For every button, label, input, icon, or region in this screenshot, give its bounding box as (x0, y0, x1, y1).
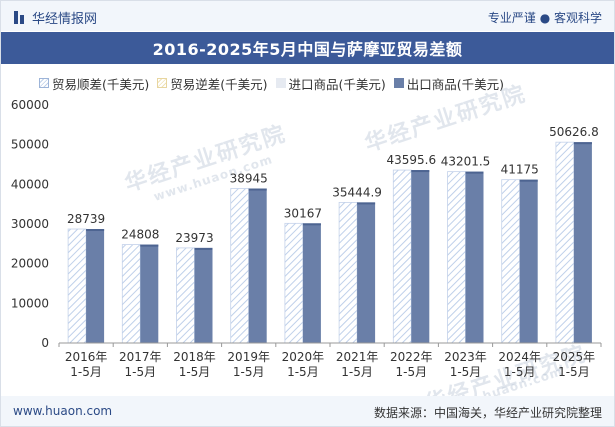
x-tick-label: 2025年 1-5月 (553, 350, 596, 379)
data-label: 50626.8 (549, 125, 599, 139)
bar-surplus (176, 247, 195, 344)
bar-export (248, 188, 267, 343)
bar-export-cap (411, 170, 430, 173)
bar-export-cap (302, 223, 321, 226)
bar-surplus (67, 228, 87, 344)
y-tick-label: 40000 (11, 177, 49, 191)
data-source: 数据来源：中国海关，华经产业研究院整理 (373, 406, 602, 420)
y-tick-label: 30000 (11, 217, 49, 231)
x-tick-label: 2018年 1-5月 (173, 350, 216, 379)
data-label: 30167 (284, 206, 322, 220)
data-label: 43201.5 (441, 155, 491, 169)
x-tick-label: 2019年 1-5月 (227, 350, 270, 379)
chart-plot: 0 10000 20000 30000 40000 50000 60000 28739 248… (11, 98, 602, 379)
bar-surplus (338, 202, 358, 344)
legend-item-export: 出口商品(千美元) (393, 74, 505, 93)
chart-title: 2016-2025年5月中国与萨摩亚贸易差额 (152, 40, 463, 59)
brand-name: 华经情报网 (32, 11, 98, 27)
legend-swatch-export (393, 78, 404, 88)
bar-export-cap (248, 188, 267, 191)
bar-export-cap (573, 142, 592, 145)
bar-export (302, 223, 321, 343)
bar-export (86, 229, 105, 343)
x-tick-label: 2020年 1-5月 (282, 350, 325, 379)
header-bar: 华经情报网 专业严谨 ● 客观科学 (1, 1, 614, 31)
tagline: 专业严谨 ● 客观科学 (487, 11, 602, 25)
legend-swatch-surplus (39, 78, 49, 88)
data-label: 38945 (230, 172, 268, 186)
title-bar: 2016-2025年5月中国与萨摩亚贸易差额 (1, 32, 614, 64)
chart-legend: 贸易顺差(千美元) 贸易逆差(千美元) 进口商品(千美元) 出口商品(千美元) (39, 74, 609, 92)
x-tick-label: 2024年 1-5月 (498, 350, 541, 379)
bar-export-cap (140, 244, 159, 247)
data-label: 23973 (175, 231, 213, 245)
x-tick-label: 2017年 1-5月 (119, 350, 162, 379)
legend-label-surplus: 贸易顺差(千美元) (52, 76, 150, 92)
y-tick-label: 10000 (11, 296, 49, 310)
x-tick-label: 2022年 1-5月 (390, 350, 433, 379)
y-tick-label: 50000 (11, 138, 49, 152)
data-label: 41175 (501, 163, 539, 177)
bar-export (573, 142, 592, 343)
bar-surplus (121, 244, 141, 344)
data-label: 24808 (121, 228, 159, 242)
bar-export-cap (519, 179, 538, 182)
x-tick-label: 2021年 1-5月 (336, 350, 379, 379)
bar-surplus (555, 141, 575, 344)
bar-export-cap (194, 247, 213, 250)
footer-site-link[interactable]: www.huaon.com (13, 404, 113, 418)
bar-export (519, 179, 538, 343)
bar-surplus (392, 169, 412, 344)
bar-export (140, 244, 159, 343)
bar-surplus (447, 171, 466, 344)
x-tick-label: 2016年 1-5月 (65, 350, 108, 379)
bar-export-cap (465, 171, 484, 174)
y-tick-label: 60000 (11, 98, 49, 112)
bar-export (411, 170, 430, 343)
bar-export-cap (357, 202, 376, 205)
legend-label-export: 出口商品(千美元) (406, 76, 505, 92)
bar-surplus (230, 188, 250, 344)
legend-item-surplus: 贸易顺差(千美元) (39, 74, 149, 93)
bar-export (357, 202, 376, 343)
y-tick-label: 20000 (11, 257, 49, 271)
data-label: 43595.6 (386, 153, 436, 167)
data-label: 28739 (67, 212, 105, 226)
legend-label-import: 进口商品(千美元) (288, 76, 386, 92)
legend-swatch-deficit (157, 78, 168, 88)
bar-export-cap (86, 229, 105, 232)
bar-surplus (501, 179, 521, 344)
y-axis: 0 10000 20000 30000 40000 50000 60000 (11, 98, 49, 350)
y-tick-label: 0 (41, 336, 49, 350)
legend-swatch-import (275, 78, 286, 88)
x-axis: 2016年 1-5月 2017年 1-5月 2018年 1-5月 2019年 1-5月 2020… (58, 342, 602, 379)
legend-item-deficit: 贸易逆差(千美元) (157, 74, 268, 93)
bar-layer: 28739 24808 23973 38945 30167 35444.9 43595.6 4… (67, 125, 599, 344)
bar-export (465, 171, 484, 343)
bar-logo-icon (13, 10, 26, 24)
bar-surplus (284, 222, 304, 344)
x-tick-label: 2023年 1-5月 (444, 350, 487, 379)
bar-export (194, 247, 213, 343)
data-label: 35444.9 (332, 185, 382, 199)
legend-item-import: 进口商品(千美元) (275, 74, 386, 93)
legend-label-deficit: 贸易逆差(千美元) (170, 76, 268, 92)
footer-bar: www.huaon.com 数据来源：中国海关，华经产业研究院整理 (1, 396, 614, 426)
brand[interactable]: 华经情报网 (13, 8, 98, 27)
